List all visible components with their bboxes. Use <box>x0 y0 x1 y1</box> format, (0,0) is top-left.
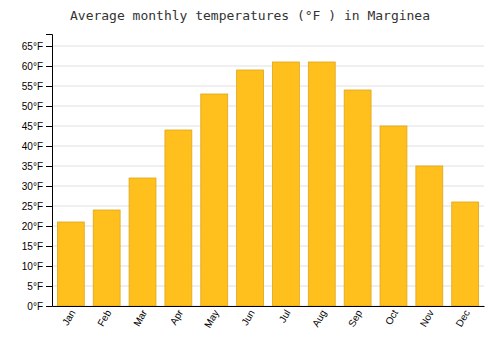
tick-mark <box>46 66 52 67</box>
tick-mark <box>46 306 52 307</box>
bar <box>93 210 120 306</box>
grid-line <box>52 46 484 47</box>
grid-line <box>52 126 484 127</box>
bar <box>57 222 84 306</box>
bar <box>272 62 299 306</box>
grid-line <box>52 106 484 107</box>
tick-label: 35°F <box>22 161 43 172</box>
tick: 35°F <box>22 161 52 172</box>
tick: Mar <box>131 307 149 328</box>
tick-label: May <box>202 308 221 330</box>
tick: Nov <box>418 308 436 329</box>
axis-line <box>46 35 53 307</box>
tick-label: Sep <box>346 307 365 328</box>
tick-label: 60°F <box>22 61 43 72</box>
tick: 25°F <box>22 201 52 212</box>
tick-mark <box>46 246 52 247</box>
bar <box>201 94 228 306</box>
tick-label: 40°F <box>22 141 43 152</box>
tick: Aug <box>310 308 328 329</box>
tick: 55°F <box>22 81 52 92</box>
tick: 5°F <box>27 281 52 292</box>
y-axis: 0°F 5°F 10°F 15°F 20°F 25°F 30°F 35°F 40°F 45°F 50… <box>22 35 53 312</box>
tick: 0°F <box>27 301 52 312</box>
tick: Sep <box>346 307 365 328</box>
x-axis: Jan Feb Mar Apr May Jun Jul Aug Sep Oct Nov Dec <box>53 307 485 330</box>
tick-mark <box>46 46 52 47</box>
tick: Jul <box>277 308 293 325</box>
tick-label: Aug <box>310 308 328 329</box>
tick-label: 55°F <box>22 81 43 92</box>
tick: Jan <box>60 308 78 327</box>
grid-line <box>52 86 484 87</box>
tick-mark <box>46 206 52 207</box>
tick-label: 30°F <box>22 181 43 192</box>
tick: Feb <box>95 307 113 328</box>
bar <box>308 62 335 306</box>
grid-line <box>52 146 484 147</box>
tick-label: Dec <box>453 308 471 329</box>
tick-mark <box>46 186 52 187</box>
bar <box>416 166 443 306</box>
tick-label: Jun <box>239 308 257 327</box>
bar <box>452 202 479 306</box>
tick-label: Mar <box>131 307 149 328</box>
tick-label: 15°F <box>22 241 43 252</box>
tick-label: 65°F <box>22 41 43 52</box>
tick: Apr <box>168 307 186 327</box>
tick-label: Feb <box>95 307 113 328</box>
tick-label: 5°F <box>27 281 43 292</box>
tick-mark <box>46 146 52 147</box>
tick-label: 10°F <box>22 261 43 272</box>
tick: 20°F <box>22 221 52 232</box>
tick-label: 50°F <box>22 101 43 112</box>
tick-mark <box>46 226 52 227</box>
tick: Jun <box>239 308 257 327</box>
grid-line <box>52 66 484 67</box>
tick: Dec <box>453 308 471 329</box>
tick-mark <box>46 286 52 287</box>
grid <box>52 46 484 306</box>
bar <box>344 90 371 306</box>
tick-label: 0°F <box>27 301 43 312</box>
tick-mark <box>46 106 52 107</box>
axis-line <box>53 306 485 307</box>
title: Average monthly temperatures (°F ) in Ma… <box>70 8 430 23</box>
tick-mark <box>46 266 52 267</box>
tick: 15°F <box>22 241 52 252</box>
tick-label: Nov <box>418 308 436 329</box>
tick: 65°F <box>22 41 52 52</box>
tick-mark <box>46 126 52 127</box>
tick-label: 25°F <box>22 201 43 212</box>
tick-label: 20°F <box>22 221 43 232</box>
tick-label: Apr <box>168 307 186 327</box>
plot: 0°F 5°F 10°F 15°F 20°F 25°F 30°F 35°F 40°F 45°F 50… <box>22 35 485 330</box>
tick-label: Jan <box>60 308 78 327</box>
tick-mark <box>46 86 52 87</box>
tick: 30°F <box>22 181 52 192</box>
chart: Average monthly temperatures (°F ) in Ma… <box>0 0 500 350</box>
tick: Oct <box>383 308 400 327</box>
tick: 40°F <box>22 141 52 152</box>
tick: 60°F <box>22 61 52 72</box>
tick-label: Jul <box>277 308 293 325</box>
bar <box>129 178 156 306</box>
tick: 50°F <box>22 101 52 112</box>
tick: 10°F <box>22 261 52 272</box>
tick-label: Oct <box>383 308 400 327</box>
tick: May <box>202 308 221 330</box>
bar <box>237 70 264 306</box>
bar <box>165 130 192 306</box>
bar <box>380 126 407 306</box>
bars <box>57 62 478 306</box>
tick-label: 45°F <box>22 121 43 132</box>
tick: 45°F <box>22 121 52 132</box>
tick-mark <box>46 166 52 167</box>
